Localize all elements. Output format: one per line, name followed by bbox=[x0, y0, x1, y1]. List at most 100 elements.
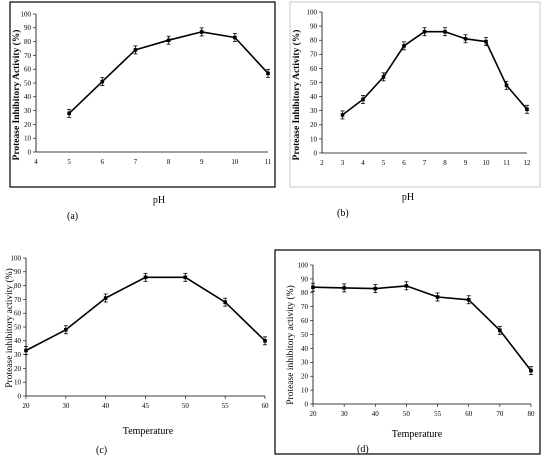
y-tick-label: 10 bbox=[24, 135, 32, 143]
y-tick-label: 60 bbox=[310, 65, 318, 73]
y-tick-label: 30 bbox=[301, 359, 309, 367]
x-tick-label: 11 bbox=[503, 159, 510, 167]
y-tick-label: 0 bbox=[314, 149, 318, 157]
y-tick-label: 10 bbox=[14, 379, 22, 387]
y-tick-label: 40 bbox=[301, 345, 309, 353]
data-point bbox=[381, 75, 386, 79]
panel-d-tag: (d) bbox=[357, 444, 369, 455]
data-point bbox=[504, 83, 509, 88]
data-point bbox=[183, 275, 188, 280]
data-point bbox=[443, 29, 447, 34]
data-point bbox=[340, 113, 345, 117]
x-tick-label: 7 bbox=[423, 159, 427, 167]
x-tick-label: 10 bbox=[483, 159, 491, 167]
panel-b-xlabel: pH bbox=[402, 192, 414, 203]
x-tick-label: 9 bbox=[464, 159, 468, 167]
x-tick-label: 5 bbox=[382, 159, 386, 167]
data-point bbox=[67, 111, 71, 116]
panel-b-frame bbox=[289, 1, 541, 188]
x-tick-label: 9 bbox=[200, 158, 204, 166]
data-point bbox=[484, 39, 488, 44]
y-tick-label: 40 bbox=[24, 93, 32, 101]
y-tick-label: 20 bbox=[14, 365, 22, 373]
y-tick-label: 50 bbox=[301, 331, 309, 339]
y-tick-label: 70 bbox=[14, 296, 22, 304]
data-point bbox=[342, 286, 346, 290]
x-tick-label: 3 bbox=[341, 159, 345, 167]
y-tick-label: 60 bbox=[14, 310, 22, 318]
data-point bbox=[402, 44, 406, 48]
y-tick-label: 40 bbox=[310, 93, 318, 101]
y-tick-label: 10 bbox=[310, 135, 318, 143]
y-tick-label: 80 bbox=[14, 282, 22, 290]
y-tick-label: 30 bbox=[310, 107, 318, 115]
y-tick-label: 50 bbox=[14, 323, 22, 331]
x-tick-label: 5 bbox=[67, 158, 71, 166]
y-tick-label: 0 bbox=[18, 392, 22, 400]
panel-b-chart: 0 10 20 30 40 50 60 70 80 90 100 2 3 4 5 6 7 8 9 10 11 12 bbox=[307, 8, 532, 167]
x-tick-label: 8 bbox=[167, 158, 171, 166]
data-point bbox=[404, 284, 409, 288]
series-line bbox=[342, 30, 528, 116]
x-tick-label: 6 bbox=[402, 159, 406, 167]
y-tick-label: 70 bbox=[310, 51, 318, 59]
y-tick-label: 90 bbox=[24, 24, 32, 32]
y-tick-label: 100 bbox=[11, 254, 22, 262]
y-tick-label: 0 bbox=[28, 148, 32, 156]
data-point bbox=[498, 328, 502, 333]
data-point bbox=[24, 348, 28, 353]
x-tick-label: 40 bbox=[372, 410, 380, 418]
y-tick-label: 60 bbox=[24, 66, 32, 74]
x-tick-label: 45 bbox=[142, 402, 150, 410]
x-tick-label: 55 bbox=[222, 402, 230, 410]
x-tick-label: 50 bbox=[182, 402, 190, 410]
y-tick-label: 100 bbox=[307, 8, 318, 16]
panel-d-xlabel: Temperature bbox=[392, 429, 443, 440]
y-tick-label: 20 bbox=[24, 121, 32, 129]
panel-c-xlabel: Temperature bbox=[123, 426, 174, 437]
y-tick-label: 100 bbox=[298, 261, 309, 269]
y-tick-label: 0 bbox=[305, 400, 309, 408]
x-tick-label: 6 bbox=[101, 158, 105, 166]
data-point bbox=[166, 38, 171, 43]
panel-a-frame bbox=[9, 1, 276, 188]
x-tick-label: 20 bbox=[310, 410, 318, 418]
series-line bbox=[312, 285, 532, 372]
x-tick-label: 30 bbox=[341, 410, 349, 418]
x-tick-label: 10 bbox=[231, 158, 239, 166]
series-line bbox=[25, 276, 266, 352]
data-point bbox=[361, 97, 365, 102]
x-tick-label: 40 bbox=[102, 402, 110, 410]
data-point bbox=[266, 71, 270, 76]
data-point bbox=[100, 79, 105, 84]
y-tick-label: 100 bbox=[21, 10, 32, 18]
data-point bbox=[529, 368, 533, 373]
x-tick-label: 20 bbox=[23, 402, 31, 410]
y-tick-label: 70 bbox=[24, 52, 32, 60]
data-point bbox=[143, 275, 148, 280]
y-tick-label: 60 bbox=[301, 317, 309, 325]
y-tick-label: 80 bbox=[24, 38, 32, 46]
x-tick-label: 80 bbox=[528, 410, 536, 418]
panel-d-ylabel: Protease inhibitory activity (%) bbox=[285, 285, 296, 405]
panel-b-tag: (b) bbox=[337, 208, 349, 219]
panel-c-chart: 0 10 20 30 40 50 60 70 80 90 100 20 30 40 45 50 55 60 bbox=[11, 254, 270, 410]
data-point bbox=[133, 48, 138, 52]
y-tick-label: 20 bbox=[301, 373, 309, 381]
data-point bbox=[435, 295, 440, 299]
x-tick-label: 8 bbox=[443, 159, 447, 167]
data-point bbox=[223, 300, 227, 304]
panel-a-tag: (a) bbox=[67, 211, 78, 222]
panel-a-chart: 0 10 20 30 40 50 60 70 80 90 100 4 5 6 7 8 9 10 11 bbox=[21, 10, 272, 166]
x-tick-label: 30 bbox=[62, 402, 70, 410]
x-tick-label: 60 bbox=[262, 402, 270, 410]
y-tick-label: 80 bbox=[301, 289, 309, 297]
data-point bbox=[103, 296, 108, 300]
y-tick-label: 10 bbox=[301, 387, 309, 395]
y-tick-label: 30 bbox=[24, 107, 32, 115]
data-point bbox=[422, 29, 427, 34]
data-point bbox=[263, 339, 267, 343]
y-tick-label: 80 bbox=[310, 37, 318, 45]
data-point bbox=[233, 35, 237, 40]
